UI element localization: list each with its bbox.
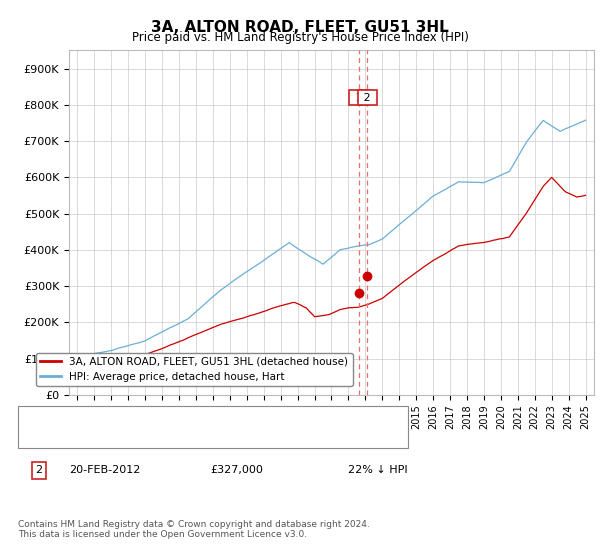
Legend: 3A, ALTON ROAD, FLEET, GU51 3HL (detached house), HPI: Average price, detached h: 3A, ALTON ROAD, FLEET, GU51 3HL (detache… [36, 353, 353, 386]
Text: 1: 1 [35, 435, 43, 445]
Text: 20-FEB-2012: 20-FEB-2012 [69, 465, 140, 475]
Text: 1: 1 [352, 92, 366, 102]
Text: —: — [30, 426, 46, 440]
Text: £327,000: £327,000 [210, 465, 263, 475]
Text: 3A, ALTON ROAD, FLEET, GU51 3HL: 3A, ALTON ROAD, FLEET, GU51 3HL [151, 20, 449, 35]
Text: 38% ↓ HPI: 38% ↓ HPI [348, 435, 407, 445]
Text: 24-AUG-2011: 24-AUG-2011 [69, 435, 143, 445]
Text: 2: 2 [35, 465, 43, 475]
Text: Price paid vs. HM Land Registry's House Price Index (HPI): Price paid vs. HM Land Registry's House … [131, 31, 469, 44]
Text: —: — [30, 409, 46, 423]
Text: 22% ↓ HPI: 22% ↓ HPI [348, 465, 407, 475]
Text: HPI: Average price, detached house, Hart: HPI: Average price, detached house, Hart [48, 428, 263, 438]
Text: Contains HM Land Registry data © Crown copyright and database right 2024.
This d: Contains HM Land Registry data © Crown c… [18, 520, 370, 539]
Text: 3A, ALTON ROAD, FLEET, GU51 3HL (detached house): 3A, ALTON ROAD, FLEET, GU51 3HL (detache… [48, 411, 327, 421]
Text: £281,000: £281,000 [210, 435, 263, 445]
Text: 2: 2 [361, 92, 374, 102]
